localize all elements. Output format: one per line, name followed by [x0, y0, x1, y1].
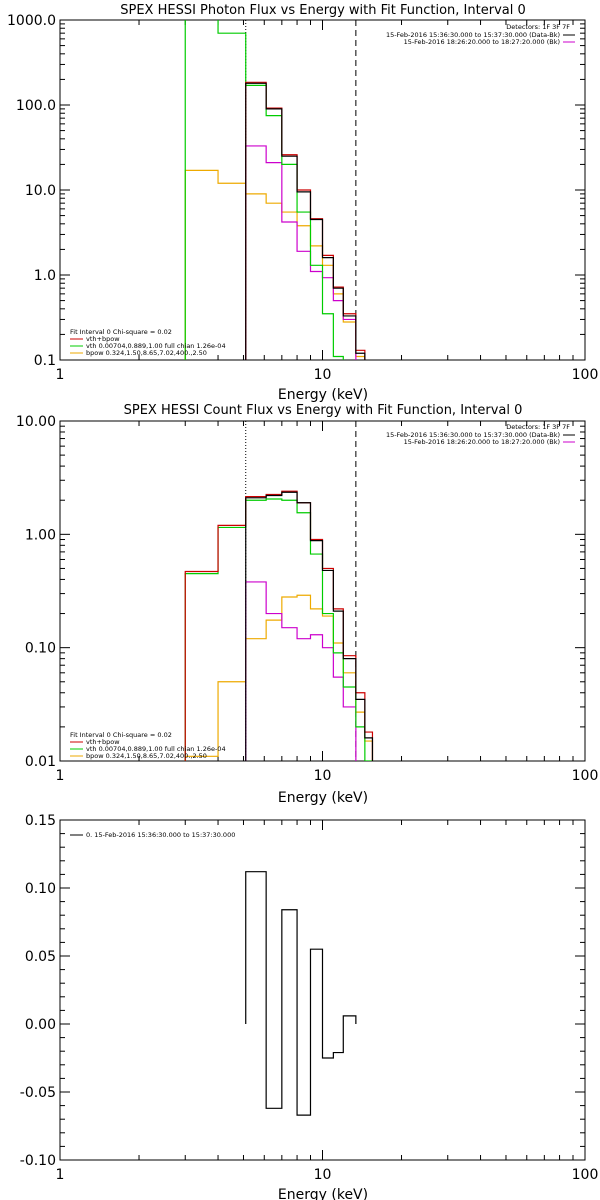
photon-data-legend-2: 15-Feb-2016 18:26:20.000 to 18:27:20.000… — [404, 38, 560, 46]
photon-chart-title: SPEX HESSI Photon Flux vs Energy with Fi… — [120, 3, 526, 18]
photon-fit-label: Fit Interval 0 Chi-square = 0.02 — [70, 328, 172, 336]
series-bpow-line — [184, 594, 374, 761]
x-tick-label: 100 — [572, 1167, 599, 1183]
x-tick-label: 1 — [56, 768, 65, 784]
y-tick-label: 0.15 — [25, 813, 56, 829]
count-fit-label: Fit Interval 0 Chi-square = 0.02 — [70, 731, 172, 739]
count-detectors-label: Detectors: 1F 3F 7F — [506, 423, 570, 431]
x-tick-label: 100 — [572, 367, 599, 383]
series-sum-line — [245, 81, 366, 360]
x-tick-label: 100 — [572, 768, 599, 784]
x-tick-label: 1 — [56, 367, 65, 383]
residuals-legend: 0. 15-Feb-2016 15:36:30.000 to 15:37:30.… — [86, 831, 235, 839]
y-tick-label: 10.0 — [25, 183, 56, 199]
count-x-axis-label: Energy (keV) — [278, 790, 368, 806]
residuals-x-axis-label: Energy (keV) — [278, 1187, 368, 1200]
y-tick-label: 0.1 — [34, 353, 56, 369]
series-vth-line — [184, 20, 344, 360]
series-bk-line — [245, 145, 357, 360]
y-tick-label: 0.05 — [25, 949, 56, 965]
y-tick-label: 0.10 — [25, 881, 56, 897]
y-tick-label: 0.00 — [25, 1017, 56, 1033]
count-fit-legend-2: vth 0.00704,0.889,1.00 full chian 1.26e-… — [86, 745, 226, 753]
photon-fit-legend-1: vth+bpow — [86, 335, 120, 343]
x-tick-label: 1 — [56, 1167, 65, 1183]
y-tick-label: 1.00 — [25, 527, 56, 543]
count-fit-legend-3: bpow 0.324,1.50,8.65,7.02,400.,2.50 — [86, 752, 207, 760]
y-tick-label: 0.10 — [25, 641, 56, 657]
series-data-line — [245, 82, 366, 360]
count-data-legend-2: 15-Feb-2016 18:26:20.000 to 18:27:20.000… — [404, 438, 560, 446]
photon-detectors-label: Detectors: 1F 3F 7F — [506, 23, 570, 31]
y-tick-label: 10.00 — [16, 414, 56, 430]
count-flux-chart: 1 10 100 0.01 0.10 1.00 10.00 — [16, 414, 598, 784]
y-tick-label: 1.0 — [34, 268, 56, 284]
series-bpow-line — [184, 169, 366, 360]
series-resid-line — [245, 871, 357, 1116]
photon-x-axis-label: Energy (keV) — [278, 387, 368, 403]
count-fit-legend-1: vth+bpow — [86, 738, 120, 746]
y-tick-label: 1000.0 — [7, 13, 56, 29]
series-data-line — [245, 491, 374, 761]
series-group — [184, 490, 374, 761]
y-tick-label: 100.0 — [16, 98, 56, 114]
series-group — [245, 871, 357, 1116]
y-tick-label: -0.10 — [20, 1153, 56, 1169]
x-tick-label: 10 — [314, 768, 332, 784]
count-data-legend-1: 15-Feb-2016 15:36:30.000 to 15:37:30.000… — [386, 431, 560, 439]
y-tick-label: -0.05 — [20, 1085, 56, 1101]
x-tick-label: 10 — [314, 1167, 332, 1183]
photon-flux-chart: 1 10 100 0.1 1.0 10.0 100.0 1000.0 — [7, 13, 599, 383]
residuals-chart: 1 10 100 -0.10 -0.05 0.00 0.05 0.10 0.15 — [20, 813, 599, 1183]
count-chart-title: SPEX HESSI Count Flux vs Energy with Fit… — [124, 403, 523, 418]
series-sum-line — [184, 490, 374, 761]
photon-fit-legend-2: vth 0.00704,0.889,1.00 full chian 1.26e-… — [86, 342, 226, 350]
series-group — [184, 20, 366, 360]
series-vth-line — [184, 498, 374, 761]
photon-fit-legend-3: bpow 0.324,1.50,8.65,7.02,400.,2.50 — [86, 349, 207, 357]
y-tick-label: 0.01 — [25, 754, 56, 770]
photon-data-legend-1: 15-Feb-2016 15:36:30.000 to 15:37:30.000… — [386, 31, 560, 39]
x-tick-label: 10 — [314, 367, 332, 383]
